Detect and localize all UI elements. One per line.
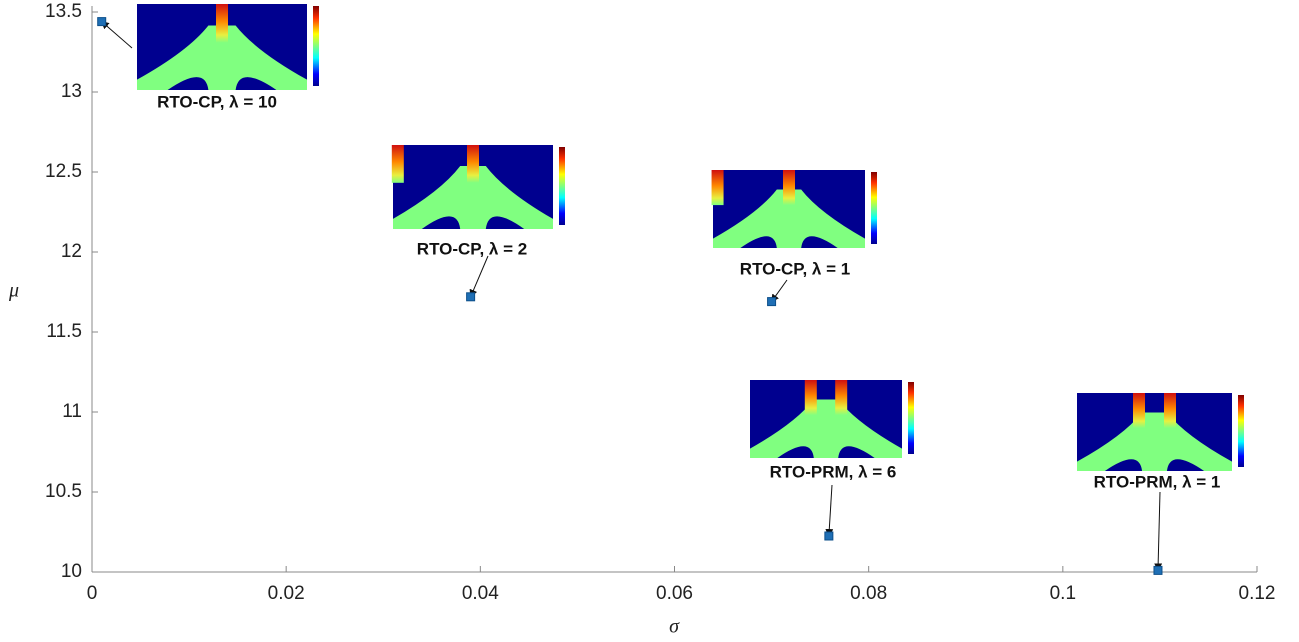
inset-column: [711, 170, 724, 206]
inset-structure: [137, 25, 307, 90]
x-tick-label: 0.12: [1239, 583, 1276, 604]
inset-column: [1133, 393, 1145, 429]
x-tick-label: 0.1: [1050, 583, 1076, 604]
inset-structure: [393, 166, 553, 229]
inset-column: [804, 380, 817, 416]
inset: [137, 4, 319, 90]
x-tick-label: 0.06: [656, 583, 693, 604]
annotation-label: RTO-PRM, λ = 1: [1094, 472, 1221, 491]
annotation-label: RTO-CP, λ = 1: [740, 259, 850, 278]
inset-colorbar: [908, 382, 914, 454]
inset-colorbar: [559, 147, 565, 225]
point: [466, 292, 476, 302]
y-tick-label: 12.5: [45, 161, 82, 182]
y-tick-label: 12: [61, 241, 82, 262]
inset: [391, 145, 565, 229]
x-tick-label: 0.08: [850, 583, 887, 604]
point: [824, 531, 834, 541]
y-tick-label: 10: [61, 561, 82, 582]
y-tick-label: 13.5: [45, 1, 82, 22]
point: [767, 297, 777, 307]
inset: [1077, 393, 1244, 471]
annotation-arrow: [825, 484, 834, 537]
inset-colorbar: [313, 6, 319, 86]
inset-structure: [713, 189, 865, 248]
y-axis-label: μ: [8, 280, 19, 302]
y-tick-label: 13: [61, 81, 82, 102]
y-tick-label: 11.5: [46, 321, 82, 342]
annotation-arrow: [469, 255, 489, 298]
annotation-arrow: [100, 20, 133, 49]
point: [97, 17, 107, 27]
inset-column: [216, 4, 228, 43]
inset-column: [783, 170, 795, 206]
inset-colorbar: [871, 172, 877, 244]
y-tick-label: 11: [62, 401, 82, 422]
inset-column: [467, 145, 479, 183]
annotation-arrow: [1154, 491, 1163, 572]
inset: [750, 380, 914, 458]
x-tick-label: 0.04: [462, 583, 499, 604]
y-tick-label: 10.5: [45, 481, 82, 502]
annotation-label: RTO-CP, λ = 10: [157, 92, 277, 111]
x-axis-label: σ: [669, 616, 680, 638]
inset-structure: [1077, 412, 1232, 471]
inset: [711, 170, 877, 248]
inset-column: [1164, 393, 1176, 429]
inset-colorbar: [1238, 395, 1244, 467]
x-tick-label: 0.02: [268, 583, 305, 604]
point: [1153, 565, 1163, 575]
x-tick-label: 0: [87, 583, 98, 604]
inset-column: [391, 145, 404, 183]
inset-structure: [750, 399, 902, 458]
annotation-label: RTO-CP, λ = 2: [417, 239, 527, 258]
annotation-label: RTO-PRM, λ = 6: [770, 462, 897, 481]
inset-column: [835, 380, 848, 416]
